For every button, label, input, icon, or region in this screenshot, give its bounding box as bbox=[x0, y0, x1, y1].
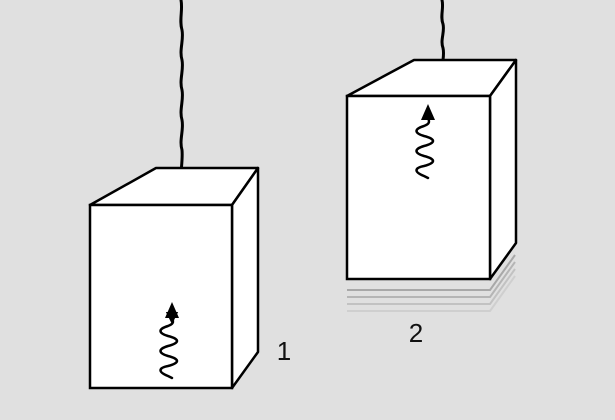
spring-with-up-arrow-icon bbox=[415, 104, 435, 180]
box-1: 1 bbox=[88, 0, 291, 390]
box-2-side-face bbox=[488, 58, 518, 281]
box-2-front-face bbox=[345, 94, 492, 281]
box-2-top-face bbox=[345, 58, 518, 98]
box-2-motion-trail bbox=[347, 254, 516, 312]
box-1-rope bbox=[179, 0, 184, 186]
box-2-label: 2 bbox=[409, 318, 423, 348]
box-1-top-face bbox=[88, 166, 260, 207]
box-1-label: 1 bbox=[277, 336, 291, 366]
box-2: 2 bbox=[345, 0, 518, 348]
spring-with-up-arrow-icon bbox=[159, 302, 179, 380]
box-1-front-face bbox=[88, 203, 234, 390]
box-1-side-face bbox=[230, 166, 260, 390]
